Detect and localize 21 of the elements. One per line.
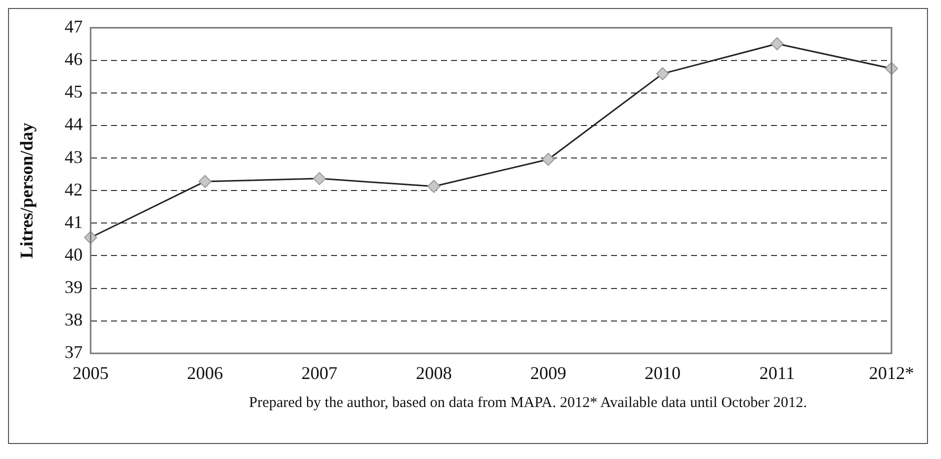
y-tick-label: 38 xyxy=(64,310,83,330)
y-tick-label: 43 xyxy=(64,146,83,167)
y-tick-label: 46 xyxy=(64,49,83,70)
y-tick-label: 45 xyxy=(64,82,83,102)
text: Prepared by the author, based on data from MAPA. 2012* Available data until October 2012. xyxy=(248,395,808,412)
x-tick-label: 2009 xyxy=(530,362,566,383)
y-tick-label: 47 xyxy=(64,16,83,37)
y-tick-label: 37 xyxy=(64,342,83,362)
x-tick-label: 2010 xyxy=(644,362,681,383)
y-tick-label: 41 xyxy=(64,212,83,232)
x-tick-label: 2005 xyxy=(72,362,109,383)
x-tick-label: 2008 xyxy=(416,362,452,383)
y-tick-label: 42 xyxy=(64,179,83,200)
x-tick-label: 2011 xyxy=(759,362,795,383)
x-tick-label: 2007 xyxy=(301,362,338,383)
x-tick-label: 2012* xyxy=(869,362,914,383)
x-tick-label: 2006 xyxy=(187,362,224,383)
y-tick-label: 44 xyxy=(64,114,83,134)
y-tick-label: 40 xyxy=(64,244,83,264)
y-tick-label: 39 xyxy=(64,277,83,298)
y-axis-title: Litres/person/day xyxy=(16,122,36,258)
